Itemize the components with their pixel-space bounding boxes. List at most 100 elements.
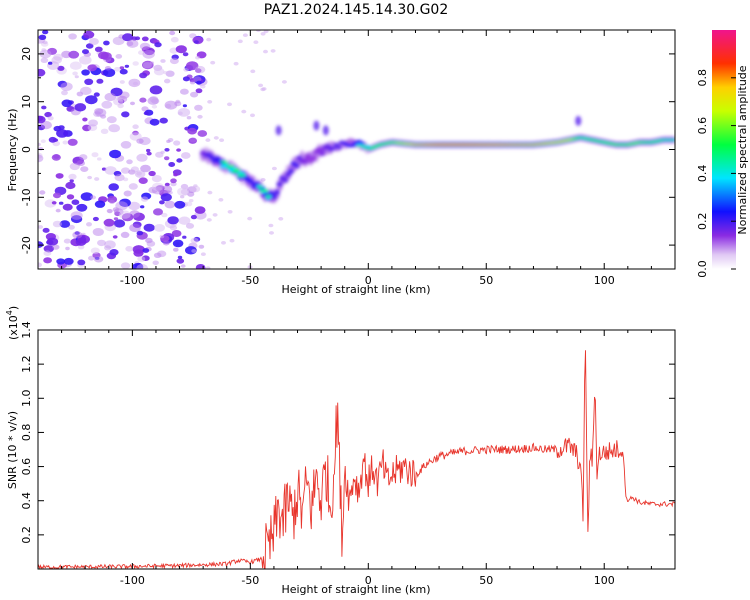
noise-blob: [38, 142, 41, 147]
snr-ytick-label: 1.4: [20, 321, 33, 339]
noise-blob: [200, 252, 206, 256]
noise-blob: [77, 259, 86, 266]
noise-blob: [40, 139, 46, 143]
noise-blob: [106, 116, 117, 124]
noise-blob: [271, 166, 277, 171]
noise-blob: [121, 167, 130, 174]
noise-blob: [119, 80, 125, 84]
noise-blob: [125, 246, 134, 252]
noise-blob: [174, 200, 186, 209]
colorbar-ticks: 0.0 0.2 0.4 0.6 0.8: [696, 69, 736, 278]
noise-blob: [149, 118, 160, 126]
noise-blob: [115, 54, 123, 59]
spectrogram-xtick-label: 100: [594, 274, 615, 287]
ridge-blob: [228, 164, 235, 167]
noise-blob: [51, 201, 57, 205]
noise-blob: [142, 49, 155, 59]
noise-blob: [195, 55, 201, 60]
noise-blob: [185, 201, 193, 207]
noise-blob: [43, 257, 52, 264]
noise-blob: [190, 185, 201, 193]
noise-blob: [187, 127, 197, 135]
ridge-spike: [313, 120, 320, 131]
noise-blob: [88, 255, 95, 261]
noise-blob: [48, 61, 53, 65]
noise-blob: [52, 138, 59, 142]
noise-blob: [165, 70, 175, 77]
noise-blob: [44, 111, 52, 118]
noise-blob: [140, 196, 149, 202]
noise-blob: [55, 173, 64, 179]
noise-blob: [146, 151, 152, 156]
noise-blob: [80, 192, 93, 201]
noise-blob: [170, 178, 177, 184]
noise-blob: [66, 194, 75, 200]
noise-blob: [47, 116, 54, 121]
noise-blob: [85, 43, 94, 49]
noise-blob: [72, 71, 78, 76]
ridge-blob: [310, 155, 317, 162]
noise-blob: [137, 256, 146, 262]
noise-blob: [171, 230, 182, 237]
noise-blob: [164, 78, 171, 84]
noise-blob: [56, 258, 66, 265]
noise-blob: [132, 81, 139, 86]
spectrogram-ridge-layer: [199, 115, 675, 204]
noise-blob: [159, 200, 165, 205]
noise-blob: [43, 250, 52, 256]
noise-blob: [63, 238, 71, 244]
noise-blob: [281, 80, 287, 84]
spectrogram-noise-layer: [38, 30, 287, 269]
noise-blob: [86, 222, 92, 227]
spectrogram-ytick-label: -10: [20, 188, 33, 206]
noise-blob: [40, 57, 49, 63]
noise-blob: [173, 247, 179, 252]
noise-blob: [57, 65, 65, 71]
noise-blob: [38, 262, 42, 268]
noise-blob: [182, 76, 190, 82]
ridge-blob: [293, 162, 300, 169]
ridge-blob: [239, 174, 246, 177]
noise-blob: [169, 30, 176, 36]
noise-blob: [93, 255, 104, 263]
noise-blob: [221, 241, 226, 245]
noise-blob: [112, 235, 118, 239]
noise-blob: [167, 138, 174, 142]
snr-ytick-label: 0.8: [20, 424, 33, 442]
noise-blob: [126, 159, 133, 165]
ridge-blob: [375, 144, 382, 146]
colorbar-tick-label: 0.8: [696, 69, 709, 87]
noise-blob: [76, 160, 86, 167]
noise-blob: [160, 193, 172, 202]
noise-blob: [169, 57, 179, 65]
noise-blob: [159, 234, 165, 239]
noise-blob: [165, 103, 172, 109]
noise-blob: [146, 148, 151, 153]
colorbar-label: Normalized spectral amplitude: [736, 65, 749, 234]
snr-frame: [37, 329, 676, 570]
snr-scale-label: (x104): [5, 306, 20, 340]
noise-blob: [233, 61, 239, 66]
noise-blob: [104, 166, 117, 175]
spectrogram-xtick-label: 50: [479, 274, 493, 287]
ridge-spike: [575, 115, 582, 126]
noise-blob: [189, 137, 197, 143]
noise-blob: [173, 140, 181, 146]
noise-blob: [146, 240, 156, 247]
noise-blob: [97, 239, 106, 247]
noise-blob: [82, 117, 88, 122]
noise-blob: [90, 195, 96, 200]
noise-blob: [41, 48, 46, 52]
noise-blob: [210, 60, 216, 65]
noise-blob: [104, 66, 112, 71]
snr-xlabel: Height of straight line (km): [281, 583, 430, 596]
noise-blob: [101, 100, 113, 109]
noise-blob: [58, 201, 64, 205]
noise-blob: [260, 32, 266, 36]
noise-blob: [38, 68, 46, 77]
noise-blob: [178, 216, 191, 225]
noise-blob: [152, 182, 164, 192]
noise-blob: [108, 183, 119, 191]
